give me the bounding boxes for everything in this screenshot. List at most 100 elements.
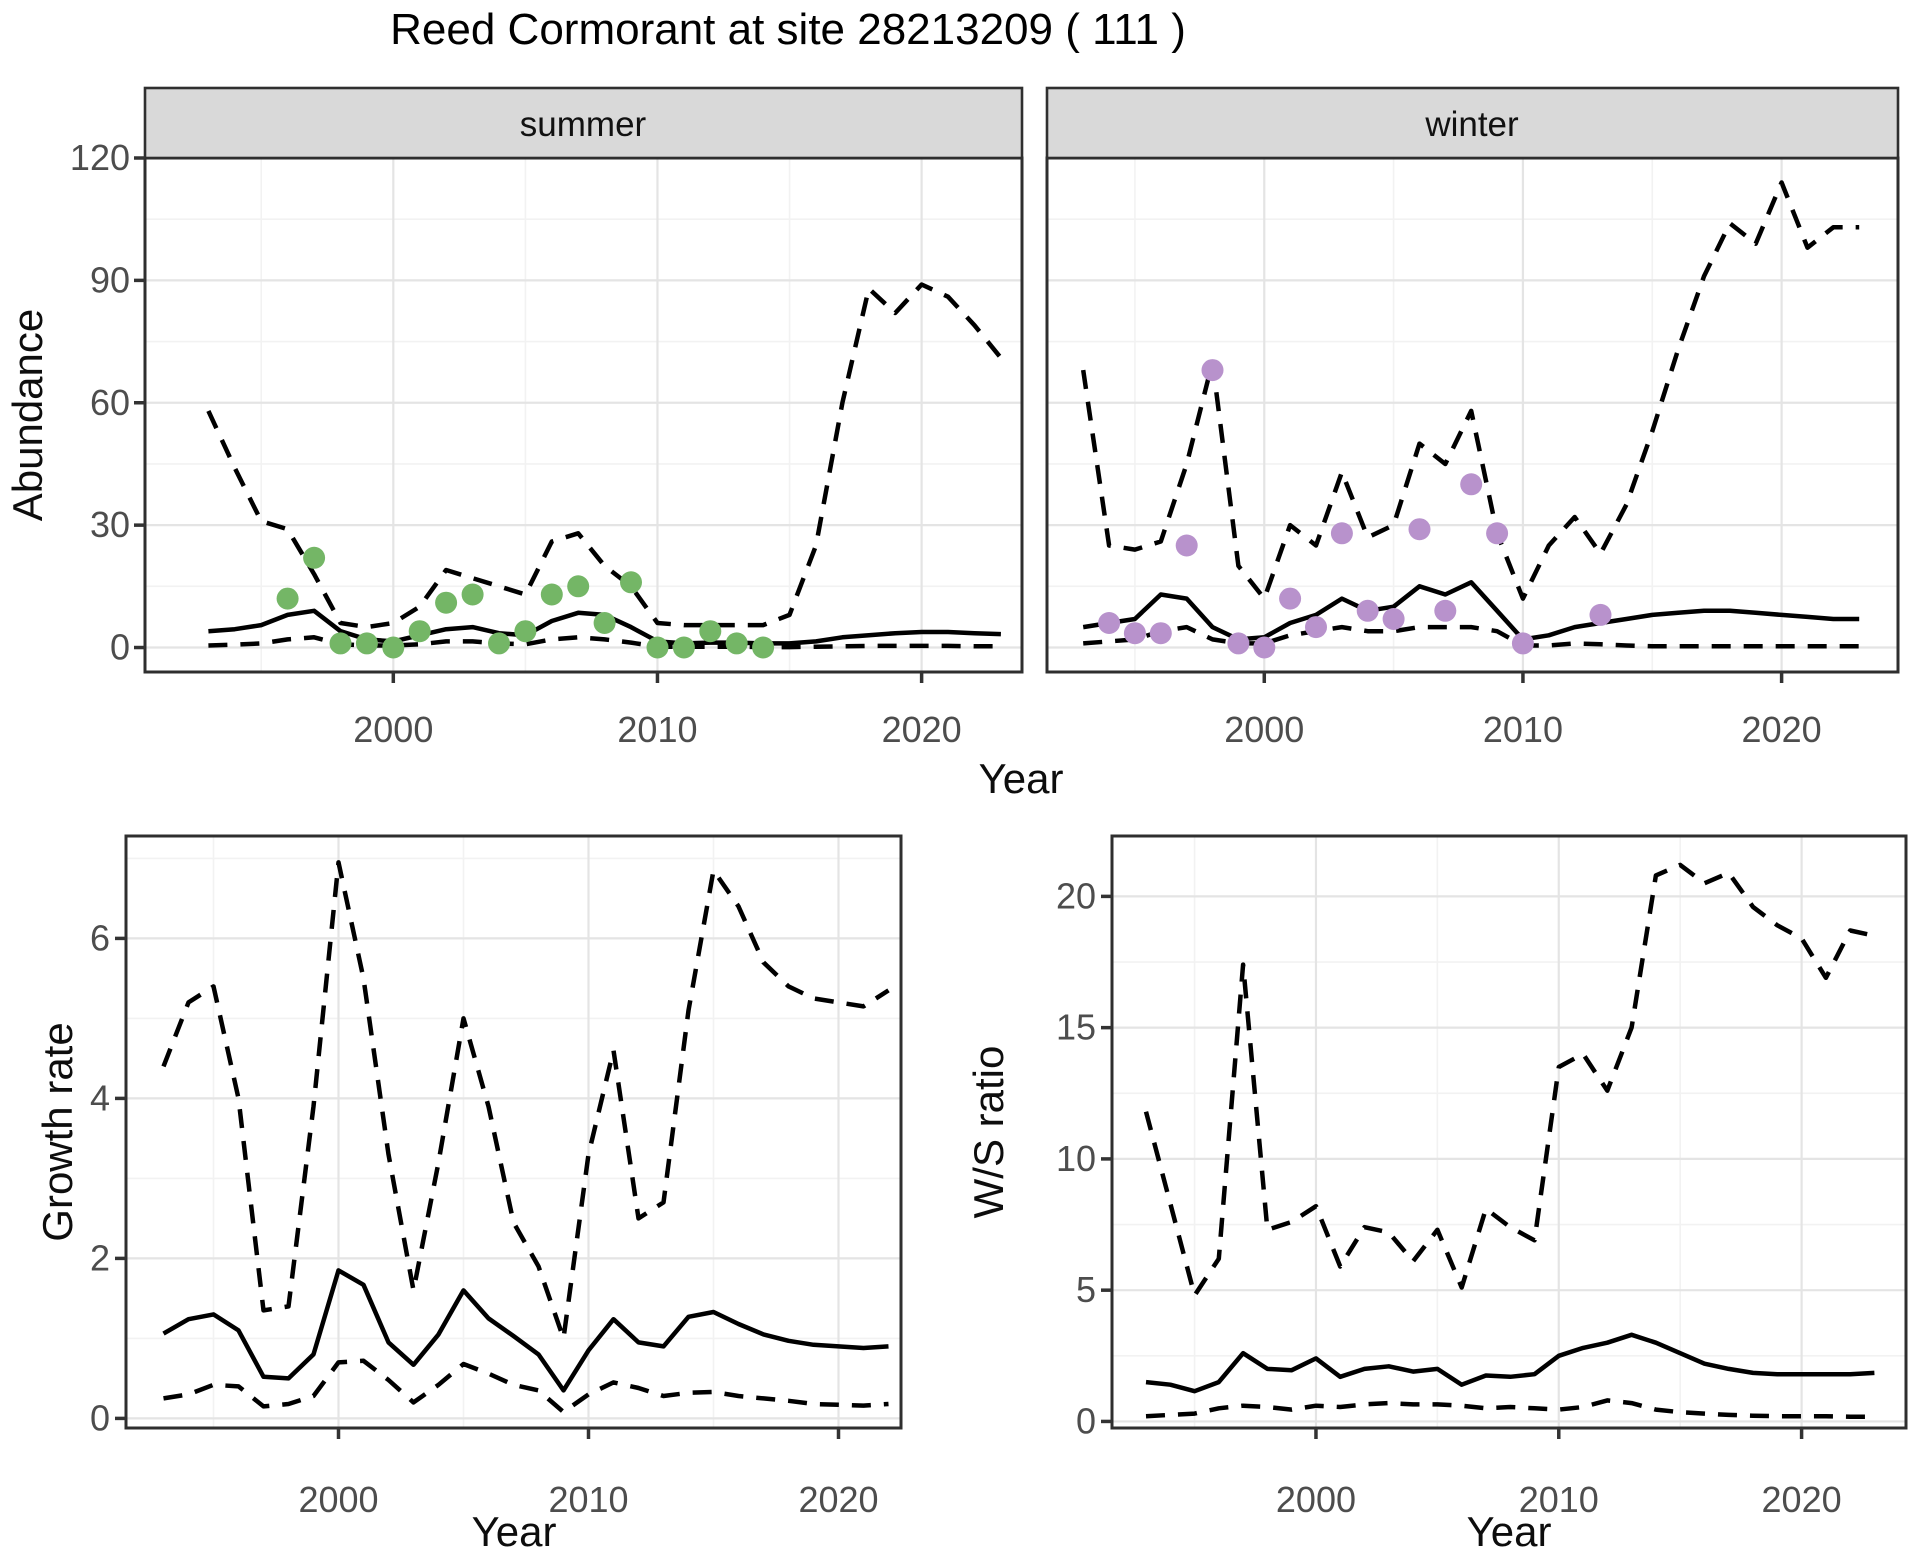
y-tick-label: 0 — [110, 627, 130, 668]
series-ci-upper — [206, 282, 1003, 630]
data-point — [514, 620, 537, 643]
grid — [1112, 836, 1906, 1428]
y-tick-label: 5 — [1076, 1269, 1096, 1310]
data-point — [1227, 632, 1250, 655]
y-tick-label: 0 — [1076, 1400, 1096, 1441]
abundance-axis-title: Abundance — [4, 309, 51, 522]
data-point — [1434, 599, 1457, 622]
data-point — [1149, 622, 1172, 645]
panel-border — [1110, 834, 1908, 1430]
data-point — [1356, 599, 1379, 622]
data-point — [461, 583, 484, 606]
data-point — [1511, 632, 1534, 655]
data-point — [1589, 603, 1612, 626]
data-point — [593, 612, 616, 634]
y-tick-label: 10 — [1056, 1138, 1096, 1179]
axis: 2000 2010 2020 0 5 10 15 20 — [1056, 875, 1842, 1520]
grid — [126, 836, 901, 1428]
data-point — [1330, 522, 1353, 545]
data-point — [1098, 612, 1121, 634]
data-point — [1201, 359, 1224, 382]
data-point — [1175, 534, 1198, 557]
data-point — [1460, 473, 1483, 496]
series-layer — [1080, 180, 1860, 659]
facet-strip-label-winter: winter — [1424, 105, 1519, 144]
y-tick-label: 6 — [90, 917, 110, 958]
data-point — [329, 632, 352, 655]
panel-background — [1112, 836, 1906, 1428]
series-ci-upper — [1143, 862, 1875, 1298]
series-model-median — [1145, 1332, 1875, 1394]
y-tick-label: 15 — [1056, 1007, 1096, 1048]
series-model-median — [162, 1268, 889, 1393]
data-point — [1123, 622, 1146, 645]
data-point — [1279, 587, 1302, 610]
data-point — [488, 632, 510, 655]
series-layer — [206, 282, 1003, 659]
x-tick-label: 2000 — [1276, 1479, 1356, 1520]
figure-title: Reed Cormorant at site 28213209 ( 111 ) — [390, 5, 1186, 54]
data-point — [1382, 608, 1405, 630]
data-point — [355, 632, 378, 655]
x-tick-label: 2000 — [353, 709, 433, 750]
facet-strip — [143, 86, 1024, 160]
series-ci-lower — [1145, 1398, 1875, 1419]
top-year-axis-title: Year — [979, 755, 1064, 802]
series-observed-counts — [276, 546, 775, 659]
y-tick-label: 60 — [90, 382, 130, 423]
data-point — [408, 620, 431, 643]
y-tick-label: 2 — [90, 1237, 110, 1278]
series-ci-lower — [1083, 624, 1860, 649]
growth-year-axis-title: Year — [472, 1508, 557, 1555]
x-tick-label: 2020 — [1762, 1479, 1842, 1520]
data-point — [620, 571, 642, 594]
y-tick-label: 20 — [1056, 875, 1096, 916]
data-point — [382, 636, 405, 659]
growth-rate-axis-title: Growth rate — [34, 1022, 81, 1241]
y-tick-label: 4 — [90, 1077, 110, 1118]
facet-strip — [1045, 86, 1900, 160]
series-observed-counts — [1098, 359, 1612, 659]
data-point — [1305, 616, 1327, 639]
data-point — [1486, 522, 1509, 545]
x-tick-label: 2010 — [1483, 709, 1563, 750]
panel-abundance-winter: 2000 2010 2020 — [1045, 86, 1900, 750]
data-point — [672, 636, 695, 659]
grid — [145, 156, 1022, 672]
series-layer — [1143, 862, 1875, 1419]
y-tick-label: 30 — [90, 504, 130, 545]
x-tick-label: 2000 — [1224, 709, 1304, 750]
panel-ws-ratio: 2000 2010 2020 0 5 10 15 20 — [1056, 834, 1908, 1520]
facet-strip-label-summer: summer — [520, 105, 647, 144]
axis: 2000 2010 2020 0 30 60 90 120 — [70, 137, 962, 750]
data-point — [1253, 636, 1276, 659]
x-tick-label: 2010 — [617, 709, 697, 750]
x-tick-label: 2020 — [882, 709, 962, 750]
x-tick-label: 2000 — [298, 1479, 378, 1520]
data-point — [1408, 518, 1431, 541]
y-tick-label: 90 — [90, 259, 130, 300]
panel-growth-rate: 2000 2010 2020 0 2 4 6 — [90, 834, 903, 1520]
ws-ratio-axis-title: W/S ratio — [965, 1046, 1012, 1219]
data-point — [435, 591, 458, 614]
axis: 2000 2010 2020 0 2 4 6 — [90, 917, 879, 1520]
x-tick-label: 2010 — [1519, 1479, 1599, 1520]
data-point — [699, 620, 722, 643]
series-layer — [161, 860, 890, 1415]
y-tick-label: 0 — [90, 1397, 110, 1438]
data-point — [646, 636, 669, 659]
data-point — [276, 587, 299, 610]
ws-year-axis-title: Year — [1467, 1508, 1552, 1555]
data-point — [567, 575, 590, 598]
data-point — [303, 546, 326, 569]
series-model-median — [1082, 580, 1860, 642]
panel-border — [124, 834, 903, 1430]
data-point — [540, 583, 563, 606]
x-tick-label: 2020 — [798, 1479, 878, 1520]
series-ci-lower — [163, 1358, 889, 1415]
axis: 2000 2010 2020 — [1224, 672, 1822, 750]
data-point — [752, 636, 775, 659]
data-point — [725, 632, 748, 655]
